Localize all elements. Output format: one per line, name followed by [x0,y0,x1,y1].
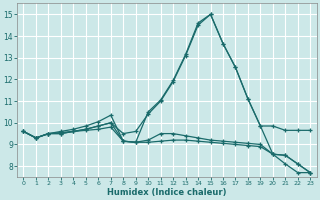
X-axis label: Humidex (Indice chaleur): Humidex (Indice chaleur) [107,188,227,197]
